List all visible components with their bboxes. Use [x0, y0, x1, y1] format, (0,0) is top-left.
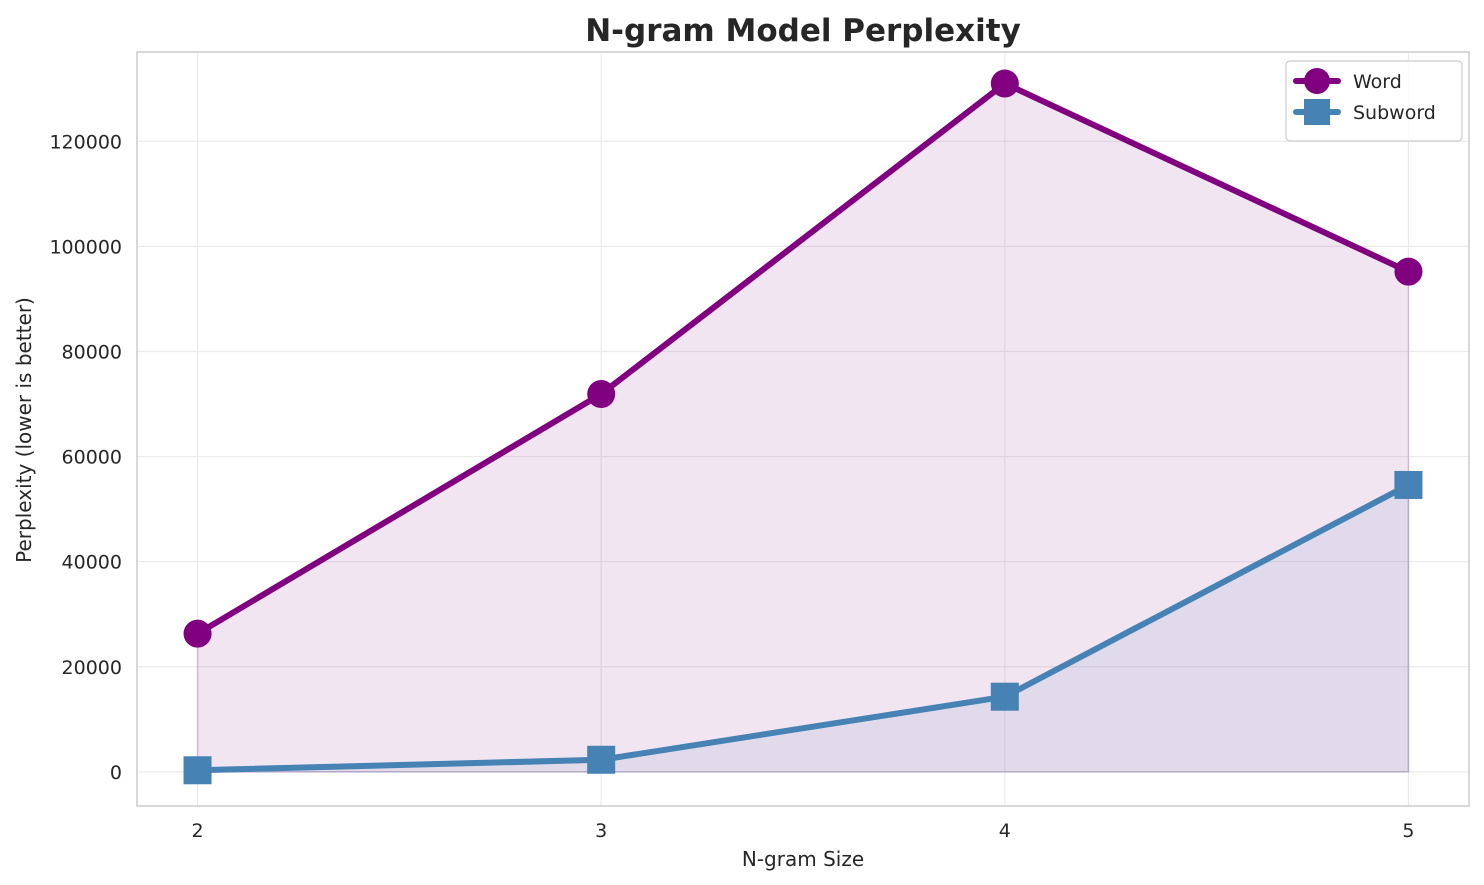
data-point-word [587, 380, 616, 409]
x-axis-ticks: 2 3 4 5 [191, 820, 1414, 842]
data-point-word [990, 69, 1019, 98]
y-axis-ticks: 0 20000 40000 60000 80000 100000 120000 [49, 131, 122, 784]
legend-label-subword: Subword [1353, 102, 1436, 124]
data-point-subword [990, 682, 1019, 711]
legend-label-word: Word [1353, 71, 1402, 93]
y-tick-label: 40000 [62, 552, 122, 574]
y-tick-label: 60000 [62, 447, 122, 469]
series-lines [194, 80, 1412, 774]
legend: Word Subword [1285, 60, 1463, 142]
x-tick-label: 3 [595, 820, 607, 842]
plot-frame [136, 51, 1470, 807]
series-markers [183, 69, 1423, 785]
y-tick-label: 80000 [62, 341, 122, 363]
x-axis-label: N-gram Size [742, 847, 864, 871]
legend-marker-subword [1304, 99, 1330, 125]
y-tick-label: 100000 [49, 236, 122, 258]
y-tick-label: 20000 [62, 657, 122, 679]
legend-marker-word [1304, 68, 1330, 94]
chart-title: N-gram Model Perplexity [585, 13, 1021, 49]
y-tick-label: 120000 [49, 131, 122, 153]
data-point-subword [183, 756, 212, 785]
x-tick-label: 5 [1402, 820, 1414, 842]
y-tick-label: 0 [110, 762, 122, 784]
data-point-word [1394, 257, 1423, 286]
data-point-subword [587, 745, 616, 774]
series-line-subword [194, 481, 1412, 774]
series-line-word [194, 80, 1412, 637]
data-point-subword [1394, 470, 1423, 499]
grid [137, 52, 1469, 806]
x-tick-label: 4 [999, 820, 1011, 842]
y-axis-label: Perplexity (lower is better) [12, 297, 36, 563]
x-tick-label: 2 [191, 820, 203, 842]
data-point-word [183, 619, 212, 648]
